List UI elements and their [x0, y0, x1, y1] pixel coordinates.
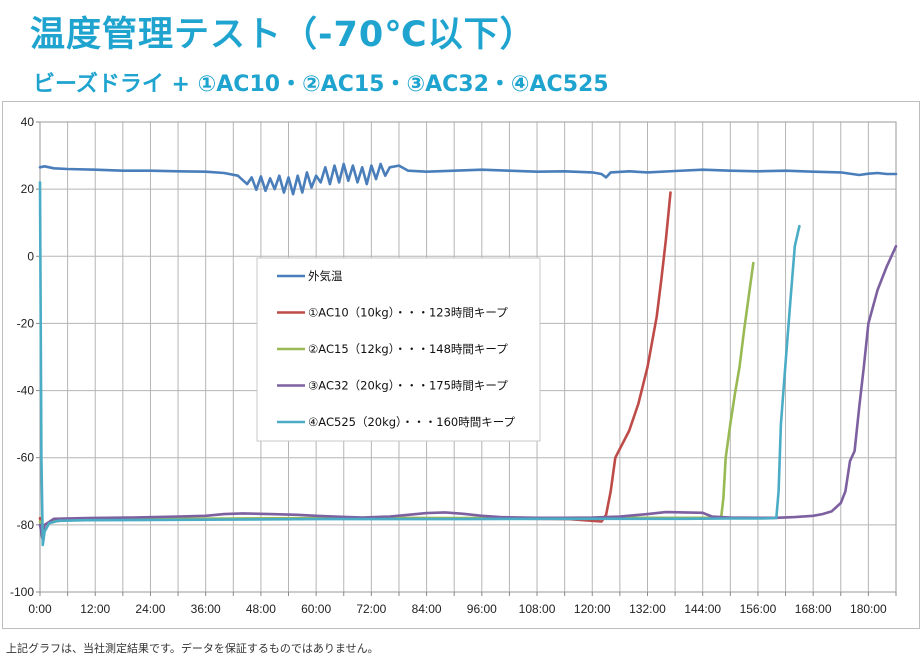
x-tick-label: 24:00	[135, 602, 165, 616]
x-tick-label: 72:00	[356, 602, 386, 616]
x-tick-label: 156:00	[740, 602, 777, 616]
y-tick-label: -80	[17, 518, 35, 532]
x-tick-label: 144:00	[684, 602, 721, 616]
x-tick-label: 12:00	[80, 602, 110, 616]
legend-entry-2: ①AC10（10kg）・・・123時間キープ	[308, 306, 508, 320]
footnote: 上記グラフは、当社測定結果です。データを保証するものではありません。	[6, 642, 379, 655]
y-tick-label: 40	[21, 115, 35, 129]
x-tick-label: 48:00	[246, 602, 276, 616]
x-tick-label: 0:00	[28, 602, 52, 616]
x-tick-labels: 0:00 12:00 24:00 36:00 48:00 60:00 72:00 84:00 9…	[28, 602, 887, 616]
y-tick-labels: 40 20 0 -20 -40 -60 -80 -100	[10, 115, 34, 599]
legend-entry-4: ③AC32（20kg）・・・175時間キープ	[308, 379, 508, 393]
series-line-5	[38, 181, 801, 547]
x-tick-label: 36:00	[191, 602, 221, 616]
legend-entry-1: 外気温	[308, 269, 343, 283]
x-tick-label: 180:00	[850, 602, 887, 616]
chart-subtitle: ビーズドライ + ①AC10・②AC15・③AC32・④AC525	[33, 72, 609, 97]
x-tick-label: 120:00	[574, 602, 611, 616]
x-tick-label: 60:00	[301, 602, 331, 616]
x-tick-label: 84:00	[412, 602, 442, 616]
legend-entry-3: ②AC15（12kg）・・・148時間キープ	[308, 342, 508, 356]
x-tick-label: 132:00	[629, 602, 666, 616]
x-tick-label: 96:00	[467, 602, 497, 616]
x-tick-label: 108:00	[519, 602, 556, 616]
y-tick-label: -40	[17, 384, 35, 398]
y-tick-label: -20	[17, 316, 35, 330]
y-tick-label: 0	[27, 249, 34, 263]
y-tick-label: -60	[17, 451, 35, 465]
series-line-1	[38, 162, 898, 196]
x-tick-label: 168:00	[795, 602, 832, 616]
legend: 外気温 ①AC10（10kg）・・・123時間キープ ②AC15（12kg）・・・1…	[256, 257, 541, 442]
y-tick-label: 20	[21, 182, 35, 196]
chart-title: 温度管理テスト（-70℃以下）	[30, 15, 536, 55]
series-lines	[38, 162, 898, 547]
y-tick-label: -100	[10, 585, 34, 599]
legend-entry-5: ④AC525（20kg）・・・160時間キープ	[308, 415, 516, 429]
